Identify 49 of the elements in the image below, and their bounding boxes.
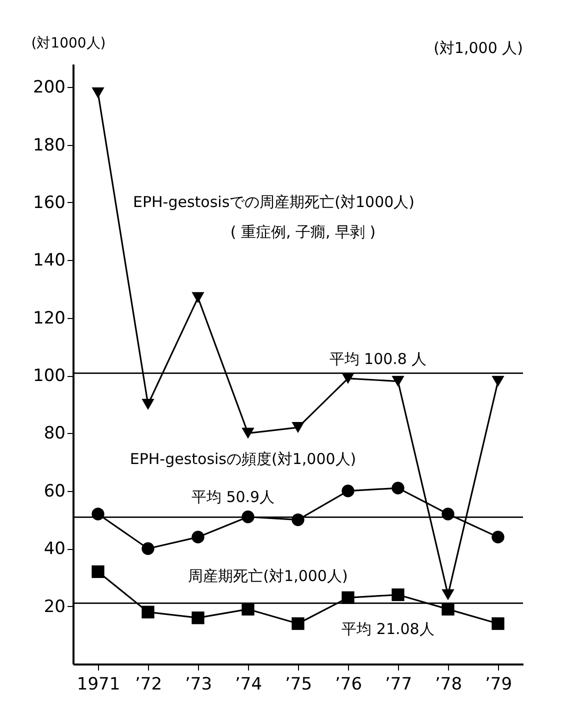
point [492,530,504,544]
x-tick-label: 1971 [76,674,120,694]
point [442,589,454,600]
point [392,482,404,494]
point [442,602,454,616]
y-tick-label: 160 [33,192,66,213]
point [192,530,204,544]
x-tick-label: ’74 [234,674,262,694]
y-tick-label: 140 [33,250,66,271]
x-tick-label: ’72 [134,674,162,694]
ref-line-label: 平均 21.08人 [342,620,434,638]
point [342,484,354,498]
point [392,376,404,387]
y-tick-label: 60 [44,481,66,502]
x-tick-label: ’73 [184,674,212,694]
point [192,292,204,304]
y-tick-label: 100 [33,366,66,386]
x-tick-label: ’77 [384,674,412,694]
y-tick-label: 200 [33,78,66,98]
y-tick-label: 180 [33,135,66,156]
x-tick-label: ’78 [434,674,462,694]
point [142,542,154,555]
text: (対1,000 人) [434,39,523,57]
y-tick-label: 40 [44,539,66,560]
point [242,602,254,616]
point [292,422,304,433]
point [92,87,104,98]
point [192,612,204,624]
annotation: ( 重症例, 子癇, 早剥 ) [230,223,376,241]
point [292,617,304,630]
x-tick-label: ’76 [334,674,362,694]
y-tick-label: 20 [44,596,66,617]
point [492,376,504,387]
series-label: 周産期死亡(対1,000人) [188,567,348,585]
y-axis-title: (対1000人) [31,36,106,52]
point [142,606,154,618]
x-tick-label: ’75 [284,674,312,694]
ref-line-label: 平均 100.8 人 [329,350,427,368]
point [492,617,504,630]
ref-line-label: 平均 50.9人 [191,488,275,506]
point [392,588,404,602]
x-tick-label: ’79 [484,674,512,694]
y-tick-label: 80 [44,424,66,444]
point [92,565,104,578]
point [142,398,154,410]
y-tick-label: 120 [33,308,66,328]
point [242,428,254,439]
series-label: EPH-gestosisの頻度(対1,000人) [130,450,356,468]
series-label: EPH-gestosisでの周産期死亡(対1000人) [133,193,415,211]
